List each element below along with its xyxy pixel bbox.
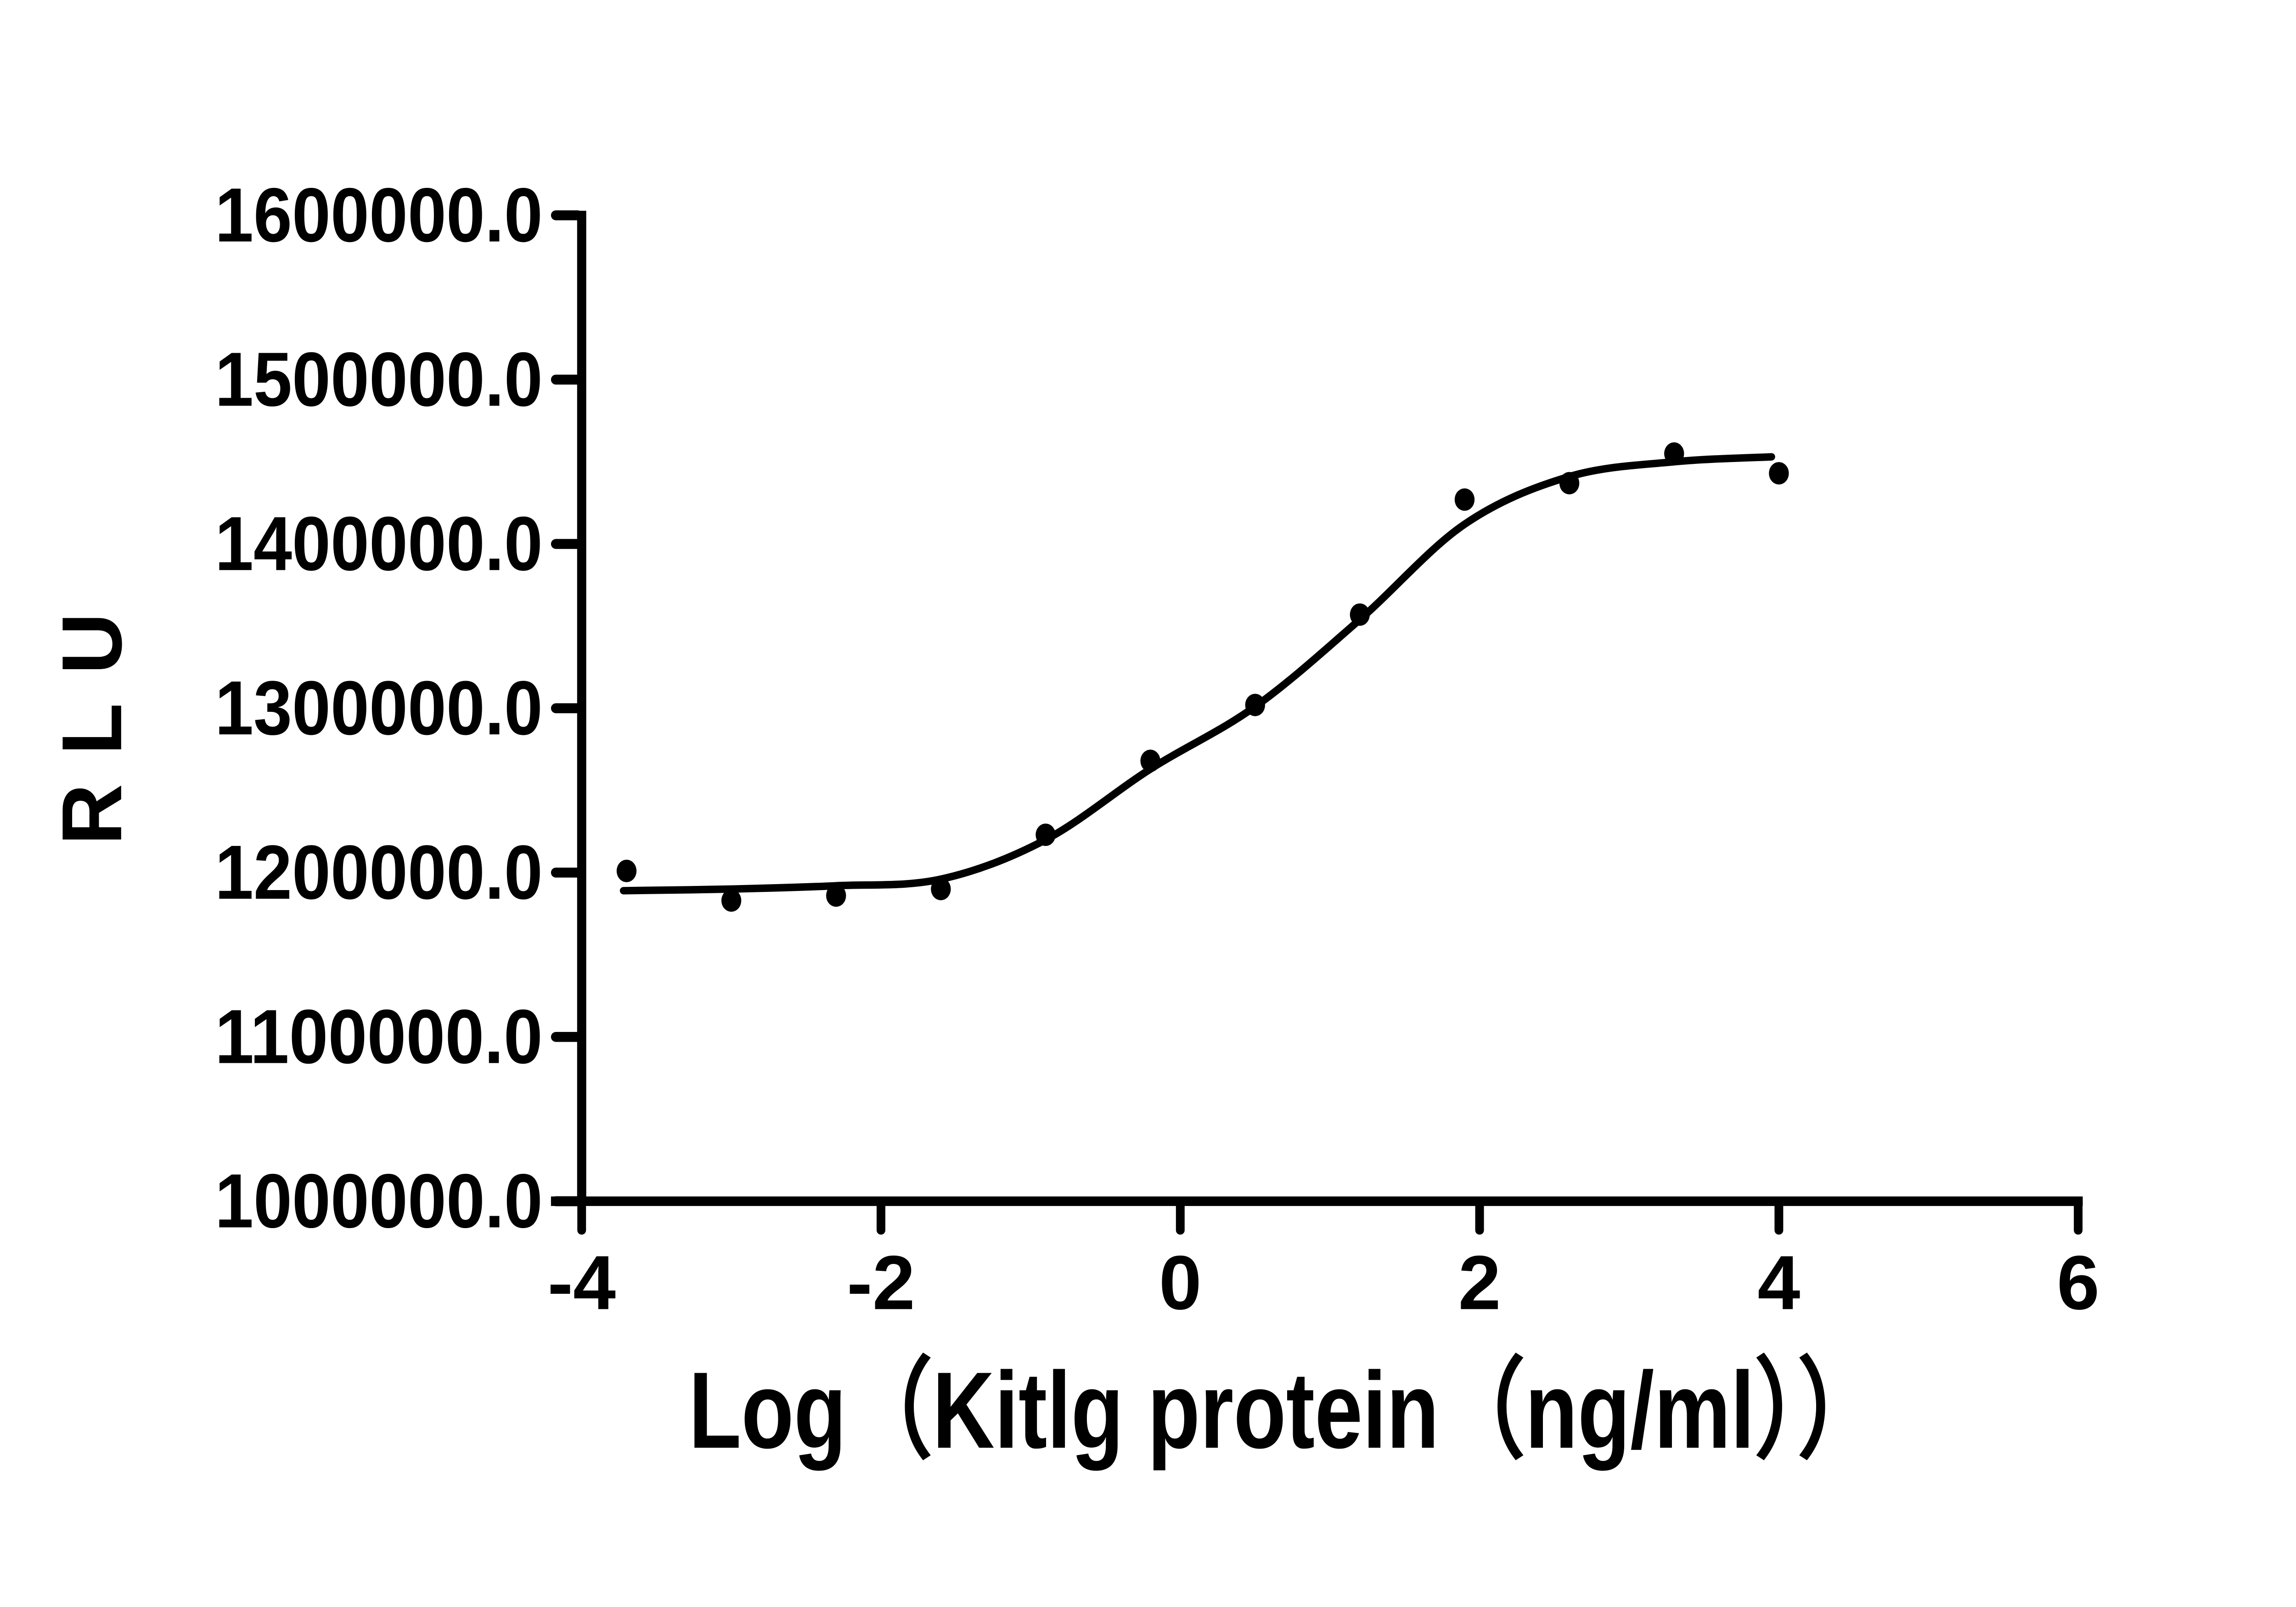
- x-tick-label: 0: [1159, 1240, 1202, 1325]
- x-tick-label: 2: [1458, 1240, 1501, 1325]
- y-tick-label: 1200000.0: [215, 830, 543, 915]
- y-tick-label: 1600000.0: [215, 173, 543, 258]
- data-point-marker: [1350, 603, 1370, 626]
- data-point-marker: [826, 884, 846, 907]
- data-point-marker: [1559, 472, 1580, 495]
- y-axis-title: RLU: [45, 613, 140, 845]
- data-point-marker: [1769, 462, 1789, 485]
- data-point-marker: [931, 878, 951, 901]
- y-tick-label: 1000000.0: [215, 1158, 543, 1244]
- x-axis-title: Log（Kitlg protein（ng/ml））: [689, 1350, 1884, 1471]
- y-tick-labels-group: 1600000.0 1500000.0 1400000.0 1300000.0 1200…: [215, 173, 543, 1244]
- data-point-marker: [1245, 694, 1265, 716]
- y-tick-label: 1400000.0: [215, 501, 543, 586]
- fit-curve: [619, 453, 1775, 895]
- data-points-group: [616, 442, 1789, 912]
- x-tick-label: -2: [847, 1240, 915, 1325]
- x-tick-label: 6: [2057, 1240, 2099, 1325]
- data-point-marker: [721, 889, 742, 912]
- y-tick-label: 1500000.0: [215, 337, 543, 422]
- y-ticks-group: [551, 210, 583, 1207]
- data-point-marker: [1035, 823, 1056, 846]
- y-tick-label: 1100000.0: [215, 994, 543, 1080]
- x-tick-labels-group: -4 -2 0 2 4 6: [547, 1240, 2099, 1325]
- x-tick-label: 4: [1757, 1240, 1800, 1325]
- x-tick-label: -4: [547, 1240, 616, 1325]
- x-ticks-group: [577, 1198, 2083, 1235]
- data-point-marker: [1140, 750, 1160, 772]
- data-point-marker: [1454, 488, 1475, 511]
- y-tick-label: 1300000.0: [215, 665, 543, 751]
- data-point-marker: [1664, 442, 1684, 465]
- data-point-marker: [616, 859, 637, 882]
